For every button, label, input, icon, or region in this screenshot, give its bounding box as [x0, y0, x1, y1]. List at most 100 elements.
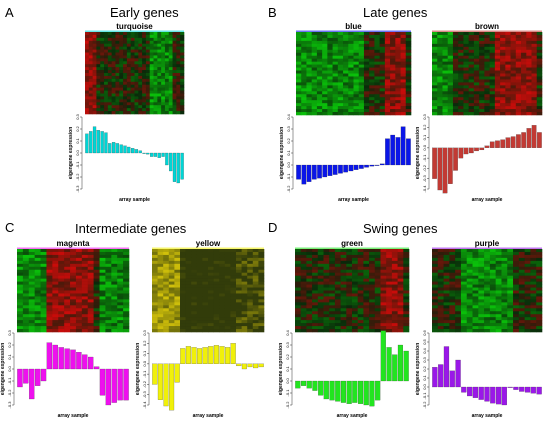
- heatmap-cell: [460, 314, 468, 318]
- heatmap-cell: [332, 79, 339, 83]
- heatmap-cell: [443, 266, 450, 271]
- heatmap-cell: [196, 269, 203, 274]
- module-purple: purple-0.2-0.10.00.10.20.30.40.50.6eigen…: [415, 239, 543, 419]
- heatmap-cell: [100, 37, 105, 42]
- heatmap-cell: [296, 85, 302, 89]
- heatmap-cell: [526, 55, 532, 59]
- heatmap-cell: [460, 296, 468, 300]
- heatmap-cell: [386, 275, 393, 279]
- heatmap-cell: [343, 40, 349, 45]
- heatmap-cell: [501, 290, 508, 294]
- heatmap-cell: [180, 90, 185, 94]
- heatmap-cell: [296, 49, 302, 54]
- heatmap-cell: [455, 293, 462, 297]
- heatmap-cell: [115, 93, 120, 97]
- heatmap-cell: [348, 70, 354, 74]
- heatmap-cell: [123, 260, 130, 265]
- heatmap-cell: [391, 299, 398, 303]
- heatmap-cell: [322, 55, 328, 59]
- heatmap-cell: [403, 308, 410, 312]
- heatmap-cell: [241, 296, 248, 300]
- heatmap-cell: [93, 260, 100, 265]
- heatmap-cell: [123, 96, 128, 100]
- heatmap-cell: [452, 79, 459, 83]
- heatmap-cell: [300, 290, 307, 294]
- heatmap-cell: [300, 308, 307, 312]
- heatmap-cell: [300, 296, 307, 300]
- heatmap-cell: [161, 64, 166, 68]
- heatmap-cell: [323, 314, 330, 318]
- heatmap-cell: [329, 320, 336, 324]
- bar: [88, 356, 94, 370]
- heatmap-cell: [358, 37, 365, 42]
- heatmap: [85, 30, 185, 115]
- heatmap-cell: [484, 290, 491, 294]
- heatmap-cell: [466, 266, 473, 271]
- heatmap-cell: [489, 287, 496, 291]
- heatmap-cell: [432, 284, 439, 288]
- heatmap-cell: [332, 46, 339, 51]
- heatmap-cell: [489, 275, 496, 279]
- heatmap-cell: [479, 34, 485, 39]
- bar: [332, 164, 338, 175]
- heatmap-cell: [22, 290, 30, 294]
- heatmap-cell: [64, 314, 71, 318]
- heatmap-cell: [334, 308, 341, 312]
- y-tick-label: 0.3: [285, 341, 290, 347]
- heatmap-cell: [295, 281, 301, 285]
- heatmap-cell: [145, 111, 151, 115]
- heatmap-cell: [28, 254, 35, 259]
- heatmap-cell: [75, 326, 83, 330]
- heatmap-cell: [442, 40, 449, 45]
- heatmap-cell: [495, 287, 502, 291]
- heatmap-cell: [443, 308, 450, 312]
- heatmap-cell: [224, 257, 231, 262]
- heatmap-cell: [501, 260, 508, 265]
- heatmap-cell: [334, 323, 341, 327]
- heatmap-cell: [473, 49, 480, 54]
- heatmap-cell: [316, 34, 323, 39]
- heatmap-cell: [58, 251, 65, 256]
- heatmap-cell: [149, 99, 154, 103]
- heatmap-cell: [145, 67, 151, 71]
- heatmap-cell: [70, 308, 77, 312]
- heatmap-cell: [455, 266, 462, 271]
- heatmap-cell: [352, 266, 358, 271]
- heatmap-cell: [111, 93, 116, 97]
- heatmap-cell: [85, 67, 90, 71]
- heatmap-cell: [58, 257, 65, 262]
- heatmap-cell: [449, 305, 456, 309]
- heatmap-cell: [176, 70, 181, 74]
- heatmap-cell: [346, 314, 353, 318]
- heatmap-cell: [311, 76, 318, 80]
- heatmap-cell: [241, 308, 248, 312]
- heatmap-cell: [447, 61, 454, 65]
- heatmap-cell: [58, 272, 65, 276]
- heatmap-cell: [449, 320, 456, 324]
- heatmap-cell: [174, 263, 181, 268]
- heatmap-cell: [111, 46, 116, 50]
- heatmap-cell: [311, 100, 318, 104]
- heatmap-cell: [443, 326, 450, 330]
- heatmap-cell: [395, 112, 401, 116]
- heatmap-cell: [521, 88, 527, 92]
- heatmap-cell: [296, 43, 302, 48]
- heatmap-cell: [510, 64, 517, 68]
- heatmap-cell: [301, 91, 307, 95]
- y-tick-label: -0.1: [422, 154, 427, 162]
- heatmap-cell: [468, 40, 475, 45]
- heatmap-cell: [58, 281, 65, 285]
- heatmap-cell: [466, 293, 473, 297]
- heatmap-cell: [334, 260, 341, 265]
- heatmap-cell: [134, 96, 139, 100]
- heatmap-cell: [104, 49, 109, 53]
- heatmap-cell: [111, 293, 118, 297]
- heatmap-cell: [352, 263, 358, 268]
- heatmap-cell: [22, 296, 30, 300]
- heatmap-cell: [104, 73, 109, 77]
- heatmap-cell: [348, 88, 354, 92]
- heatmap-cell: [161, 78, 166, 83]
- heatmap-cell: [458, 97, 464, 101]
- heatmap-cell: [521, 70, 527, 74]
- heatmap-cell: [432, 58, 438, 62]
